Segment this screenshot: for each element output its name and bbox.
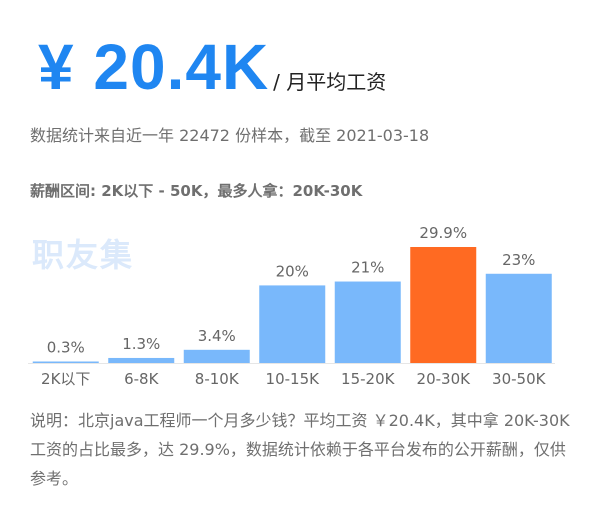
value-label-0: 0.3% xyxy=(47,339,85,357)
category-label-5: 20-30K xyxy=(417,370,472,388)
bar-5 xyxy=(410,247,477,363)
bar-4 xyxy=(334,281,401,363)
average-salary: ¥ 20.4K / 月平均工资 xyxy=(38,30,386,104)
value-label-5: 29.9% xyxy=(419,224,467,242)
salary-unit: / 月平均工资 xyxy=(273,70,387,94)
value-label-6: 23% xyxy=(502,251,535,269)
salary-distribution-chart: 0.3% 2K以下 1.3% 6-8K 3.4% 8-10K 20% 10-15K 21% 15-… xyxy=(28,224,555,388)
description-note: 说明：北京java工程师一个月多少钱？平均工资 ￥20.4K，其中拿 20K-3… xyxy=(30,411,570,488)
category-label-4: 15-20K xyxy=(341,370,396,388)
value-label-2: 3.4% xyxy=(198,327,236,345)
salary-range: 薪酬区间: 2K以下 - 50K，最多人拿：20K-30K xyxy=(30,182,363,200)
value-label-3: 20% xyxy=(276,262,309,280)
category-label-6: 30-50K xyxy=(492,370,547,388)
category-label-2: 8-10K xyxy=(195,370,240,388)
value-label-1: 1.3% xyxy=(122,335,160,353)
watermark-logo: 职友集 xyxy=(32,236,135,274)
bar-0 xyxy=(32,361,99,363)
sample-info: 数据统计来自近一年 22472 份样本，截至 2021-03-18 xyxy=(30,126,430,145)
category-label-1: 6-8K xyxy=(124,370,159,388)
value-label-4: 21% xyxy=(351,259,384,277)
bar-1 xyxy=(108,357,175,363)
bar-3 xyxy=(259,285,326,363)
bar-2 xyxy=(183,349,250,363)
bar-6 xyxy=(485,273,552,363)
category-label-3: 10-15K xyxy=(266,370,321,388)
category-label-0: 2K以下 xyxy=(41,370,90,388)
salary-value: ¥ 20.4K xyxy=(38,31,270,103)
